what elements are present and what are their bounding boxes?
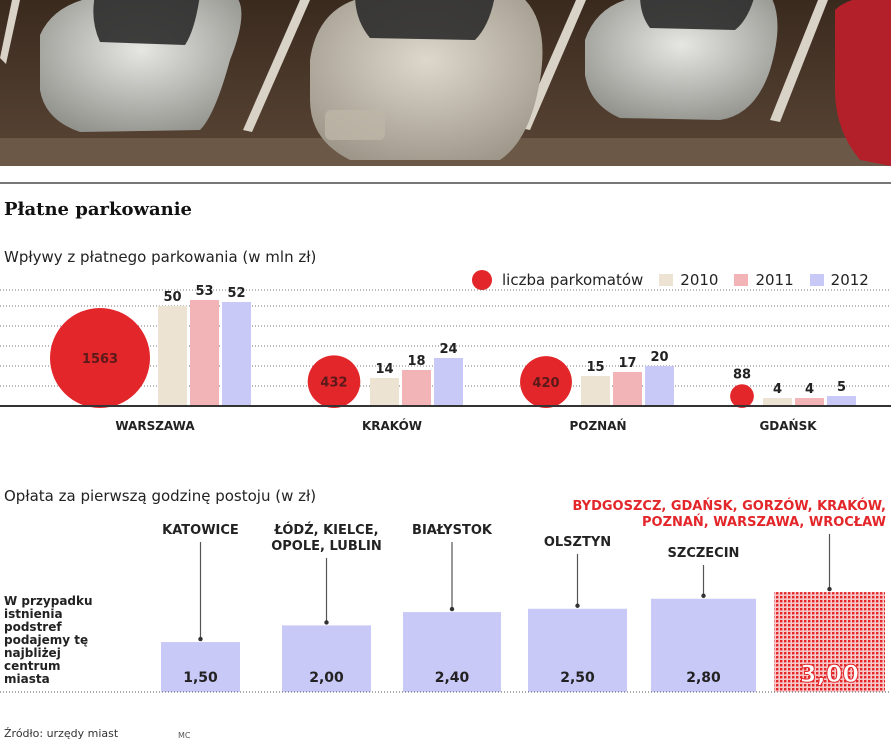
bar-highlight <box>774 592 885 692</box>
bar <box>651 598 756 692</box>
bar-value-label: 2,00 <box>309 670 344 686</box>
section-divider <box>0 182 891 184</box>
chart1-title: Wpływy z płatnego parkowania (w mln zł) <box>4 248 317 266</box>
category-label: BIAŁYSTOK <box>412 523 493 538</box>
source-note: Źródło: urzędy miast <box>4 727 119 740</box>
bubble-label: 432 <box>320 376 347 391</box>
bar <box>402 370 431 406</box>
bar-value-label: 2,50 <box>560 670 595 686</box>
legend-item-2011: 2011 <box>734 271 794 289</box>
connector-dot <box>198 636 203 642</box>
bubble <box>50 308 150 408</box>
legend-dot-icon <box>472 270 492 290</box>
bar <box>827 396 856 406</box>
legend-item-2012: 2012 <box>809 271 869 289</box>
bubble-label: 1563 <box>82 352 118 367</box>
bar <box>434 358 463 406</box>
bar-value-label: 20 <box>650 350 668 365</box>
connector-dot <box>324 620 329 625</box>
legend-label-2011: 2011 <box>755 271 794 289</box>
category-label: OLSZTYN <box>544 535 611 550</box>
car-4 <box>835 0 891 166</box>
category-label: GDAŃSK <box>759 418 817 433</box>
car-1 <box>40 0 242 132</box>
category-label: POZNAŃ, WARSZAWA, WROCŁAW <box>642 514 886 530</box>
subzone-note: W przypadku istnienia podstref podajemy … <box>4 594 93 686</box>
category-label: BYDGOSZCZ, GDAŃSK, GORZÓW, KRAKÓW, <box>572 498 886 514</box>
bar <box>581 376 610 406</box>
bar-value-label: 24 <box>439 342 457 357</box>
bar-value-label: 18 <box>407 354 425 369</box>
connector-dot <box>701 593 706 598</box>
chart2-title: Opłata za pierwszą godzinę postoju (w zł… <box>4 487 317 505</box>
car-2 <box>310 0 543 160</box>
bar <box>645 366 674 406</box>
bar-value-label: 2,80 <box>686 670 721 686</box>
category-label: WARSZAWA <box>115 419 195 433</box>
bubble <box>307 355 361 409</box>
parked-cars-photo <box>0 0 891 166</box>
bar-value-label: 17 <box>618 356 636 371</box>
chart1-legend: liczba parkomatów 2010 2011 2012 <box>472 266 885 294</box>
bar <box>282 625 371 692</box>
category-label: ŁÓDŹ, KIELCE, <box>273 522 378 538</box>
bar <box>370 378 399 406</box>
connector-dot <box>449 606 455 612</box>
bar-value-label: 1,50 <box>183 670 218 686</box>
bar-value-label: 3,00 <box>800 660 859 688</box>
page-title: Płatne parkowanie <box>4 199 192 220</box>
bar <box>403 612 501 692</box>
credit-initials: MC <box>178 731 191 740</box>
legend-item-bubbles: liczba parkomatów <box>472 270 643 290</box>
bar-value-label: 5 <box>837 380 846 395</box>
bar <box>528 608 627 692</box>
legend-label-2010: 2010 <box>680 271 719 289</box>
category-label: KRAKÓW <box>362 418 422 433</box>
bar-value-label: 53 <box>195 284 213 299</box>
legend-swatch-2011 <box>734 274 749 286</box>
connector-dot <box>827 586 832 592</box>
bar <box>158 306 187 406</box>
bar <box>613 372 642 406</box>
bubble <box>520 356 572 408</box>
bar <box>222 302 251 406</box>
bubble-label: 88 <box>733 367 751 382</box>
bar <box>763 398 792 406</box>
category-label: POZNAŃ <box>569 418 626 433</box>
bar-value-label: 4 <box>773 382 782 397</box>
bar-value-label: 14 <box>375 362 393 377</box>
bar-value-label: 50 <box>163 290 181 305</box>
legend-label-2012: 2012 <box>830 271 869 289</box>
bar <box>190 300 219 406</box>
bar-value-label: 4 <box>805 382 814 397</box>
category-label: OPOLE, LUBLIN <box>271 539 382 554</box>
bar-value-label: 52 <box>227 286 245 301</box>
category-label: KATOWICE <box>162 523 239 538</box>
bubble-label: 420 <box>532 376 559 391</box>
bar-value-label: 2,40 <box>435 670 470 686</box>
car-3 <box>585 0 778 120</box>
bar <box>795 398 824 406</box>
legend-swatch-2012 <box>809 274 824 286</box>
legend-item-2010: 2010 <box>659 271 718 289</box>
legend-swatch-2010 <box>659 274 674 286</box>
connector-dot <box>575 603 580 608</box>
bar <box>161 642 240 692</box>
bar-value-label: 15 <box>586 360 604 375</box>
category-label: SZCZECIN <box>668 546 740 561</box>
bubble <box>730 384 754 408</box>
legend-label-bubbles: liczba parkomatów <box>502 271 644 289</box>
